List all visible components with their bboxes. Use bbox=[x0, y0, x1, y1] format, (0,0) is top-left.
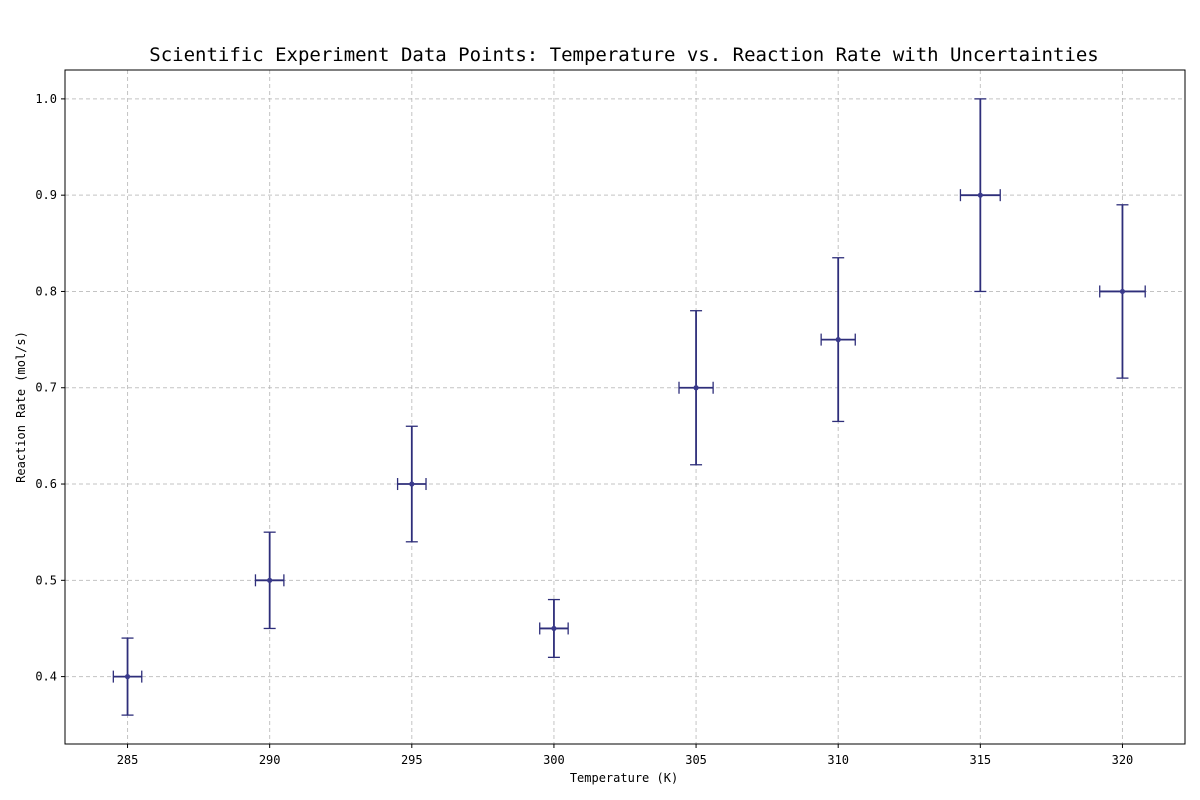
data-series bbox=[112, 98, 1146, 716]
data-point-marker bbox=[124, 674, 131, 680]
data-point-group bbox=[396, 425, 427, 543]
y-tick-label: 0.4 bbox=[35, 670, 57, 684]
grid-lines bbox=[65, 70, 1185, 744]
data-point-marker bbox=[977, 192, 983, 198]
data-point-group bbox=[820, 257, 856, 423]
data-point-marker bbox=[1119, 288, 1126, 295]
y-tick-label: 0.8 bbox=[35, 284, 57, 298]
x-axis-ticks: 285 290 295 300 305 310 315 320 bbox=[117, 744, 1134, 767]
x-tick-label: 295 bbox=[401, 753, 423, 767]
data-point-group bbox=[1099, 204, 1146, 379]
data-point-marker bbox=[693, 385, 699, 391]
x-tick-label: 290 bbox=[259, 753, 281, 767]
y-axis-label: Reaction Rate (mol/s) bbox=[14, 331, 28, 483]
y-axis-ticks: 0.4 0.5 0.6 0.7 0.8 0.9 1.0 bbox=[35, 92, 65, 684]
y-tick-label: 0.9 bbox=[35, 188, 57, 202]
data-point-marker bbox=[409, 481, 415, 487]
y-tick-label: 0.7 bbox=[35, 381, 57, 395]
chart-title: Scientific Experiment Data Points: Tempe… bbox=[149, 44, 1098, 66]
data-point-marker bbox=[551, 625, 557, 632]
data-point-group bbox=[539, 598, 569, 658]
x-tick-label: 305 bbox=[685, 753, 707, 767]
y-tick-label: 1.0 bbox=[35, 92, 57, 106]
x-axis-label: Temperature (K) bbox=[570, 771, 678, 785]
data-point-group bbox=[112, 637, 143, 716]
data-point-group bbox=[254, 531, 285, 630]
data-point-marker bbox=[835, 337, 841, 343]
x-tick-label: 300 bbox=[543, 753, 565, 767]
x-tick-label: 320 bbox=[1112, 753, 1134, 767]
data-point-group bbox=[678, 310, 714, 466]
data-point-marker bbox=[267, 577, 273, 583]
y-tick-label: 0.5 bbox=[35, 573, 57, 587]
x-tick-label: 310 bbox=[827, 753, 849, 767]
plot-area-frame bbox=[64, 69, 1186, 745]
x-tick-label: 285 bbox=[117, 753, 139, 767]
data-point-group bbox=[959, 98, 1001, 293]
x-tick-label: 315 bbox=[969, 753, 991, 767]
y-tick-label: 0.6 bbox=[35, 477, 57, 491]
